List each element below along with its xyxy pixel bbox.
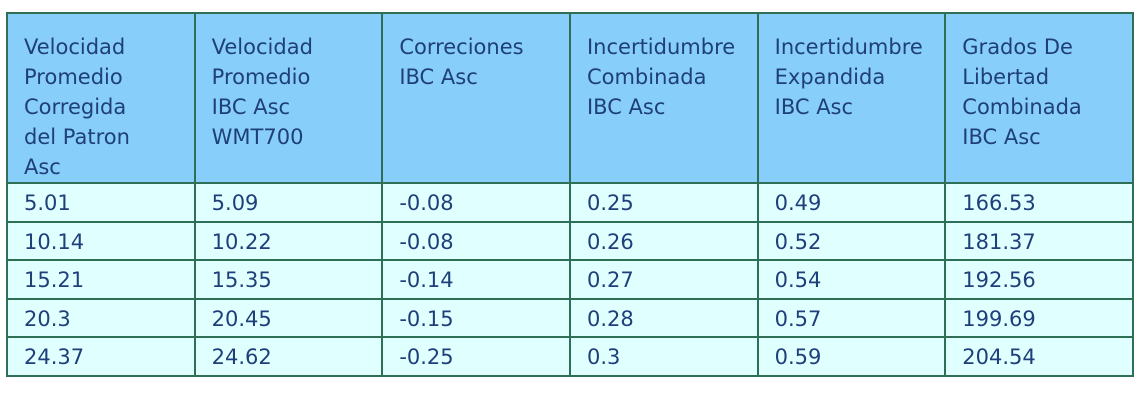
table-cell: 0.3 [568,336,759,377]
column-header-label: Grados De Libertad Combinada IBC Asc [962,35,1082,149]
column-header: Grados De Libertad Combinada IBC Asc [944,12,1134,184]
table-cell: 0.59 [756,336,947,377]
table-cell: 181.37 [944,220,1134,262]
table-cell: 192.56 [944,259,1134,300]
table-cell: 199.69 [944,297,1134,339]
table-cell: 0.28 [568,297,759,339]
table-cell: 204.54 [944,336,1134,377]
data-table: Velocidad Promedio Corregida del Patron … [6,12,1134,377]
table-cell: -0.08 [381,182,571,223]
table-cell: 15.21 [6,259,196,300]
column-header-label: Incertidumbre Combinada IBC Asc [586,35,736,119]
column-header: Incertidumbre Expandida IBC Asc [756,12,947,184]
table-cell: 0.26 [568,220,759,262]
column-header: Velocidad Promedio Corregida del Patron … [6,12,196,184]
table-container: Velocidad Promedio Corregida del Patron … [6,12,1134,377]
column-header-label: Correciones IBC Asc [399,35,524,89]
table-cell: 20.3 [6,297,196,339]
table-cell: 0.52 [756,220,947,262]
table-cell: 0.25 [568,182,759,223]
table-row: 10.14 10.22 -0.08 0.26 0.52 181.37 [6,220,1134,262]
table-cell: 0.57 [756,297,947,339]
column-header-label: Velocidad Promedio Corregida del Patron … [24,35,130,179]
table-cell: 5.01 [6,182,196,223]
table-cell: 10.14 [6,220,196,262]
table-cell: 24.62 [193,336,384,377]
table-cell: -0.08 [381,220,571,262]
table-row: 5.01 5.09 -0.08 0.25 0.49 166.53 [6,182,1134,223]
table-cell: 24.37 [6,336,196,377]
table-cell: 10.22 [193,220,384,262]
table-cell: -0.15 [381,297,571,339]
column-header-label: Velocidad Promedio IBC Asc WMT700 [211,35,313,149]
table-row: 15.21 15.35 -0.14 0.27 0.54 192.56 [6,259,1134,300]
table-cell: 0.49 [756,182,947,223]
column-header-label: Incertidumbre Expandida IBC Asc [774,35,923,119]
table-cell: 20.45 [193,297,384,339]
table-cell: -0.25 [381,336,571,377]
table-cell: 5.09 [193,182,384,223]
table-cell: 166.53 [944,182,1134,223]
header-row: Velocidad Promedio Corregida del Patron … [6,12,1134,184]
column-header: Velocidad Promedio IBC Asc WMT700 [193,12,384,184]
column-header: Correciones IBC Asc [381,12,571,184]
table-cell: 0.27 [568,259,759,300]
column-header: Incertidumbre Combinada IBC Asc [568,12,759,184]
table-cell: -0.14 [381,259,571,300]
table-cell: 15.35 [193,259,384,300]
table-row: 20.3 20.45 -0.15 0.28 0.57 199.69 [6,297,1134,339]
table-row: 24.37 24.62 -0.25 0.3 0.59 204.54 [6,336,1134,377]
table-cell: 0.54 [756,259,947,300]
